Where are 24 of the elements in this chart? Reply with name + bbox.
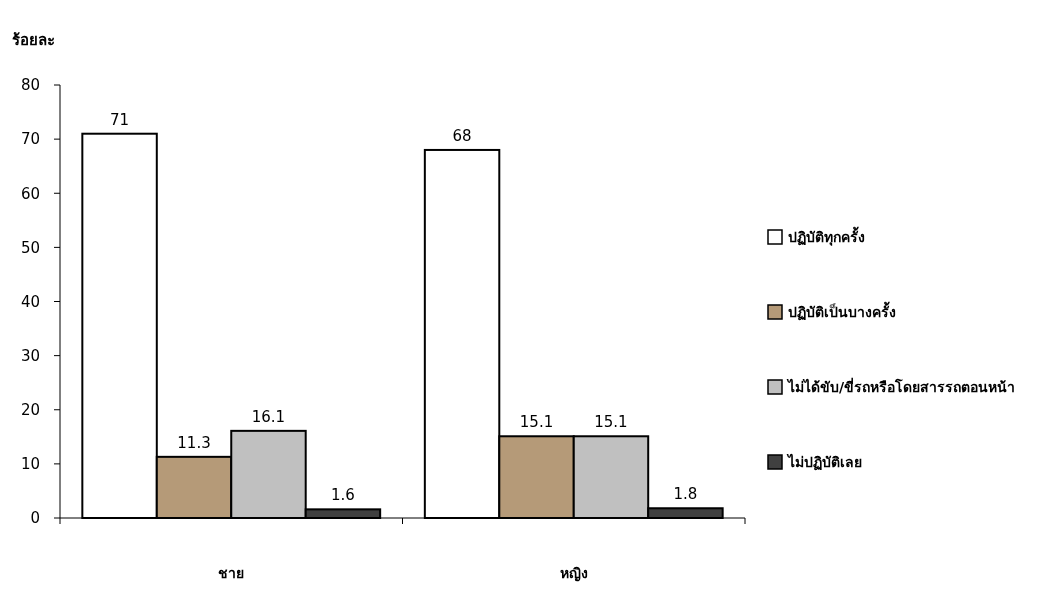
y-tick-label: 10 (20, 455, 40, 474)
y-tick-label: 30 (20, 346, 40, 365)
y-axis-title: ร้อยละ (12, 31, 55, 49)
data-label: 1.8 (673, 485, 698, 504)
data-label: 15.1 (519, 413, 554, 432)
y-tick-label: 80 (20, 76, 40, 95)
y-tick-label: 50 (20, 238, 40, 257)
y-tick-label: 0 (30, 509, 40, 528)
data-label: 11.3 (177, 433, 211, 452)
x-tick-label: หญิง (559, 565, 588, 582)
legend-label: ปฏิบัติเป็นบางครั้ง (788, 300, 896, 321)
y-tick-label: 60 (20, 184, 40, 203)
y-tick-label: 20 (20, 401, 40, 419)
data-label: 1.6 (331, 486, 355, 505)
data-label: 71 (110, 110, 130, 129)
legend-label: ไม่ได้ขับ/ขี่รถหรือโดยสารรถตอนหน้า (786, 376, 1016, 395)
y-tick-label: 70 (20, 130, 40, 149)
data-label: 68 (452, 126, 472, 145)
x-tick-label: ชาย (218, 565, 245, 581)
legend-label: ปฏิบัติทุกครั้ง (788, 225, 865, 246)
y-tick-label: 40 (20, 292, 40, 311)
legend-label: ไม่ปฏิบัติเลย (786, 452, 862, 471)
data-label: 15.1 (594, 413, 628, 432)
data-label: 16.1 (251, 407, 286, 426)
